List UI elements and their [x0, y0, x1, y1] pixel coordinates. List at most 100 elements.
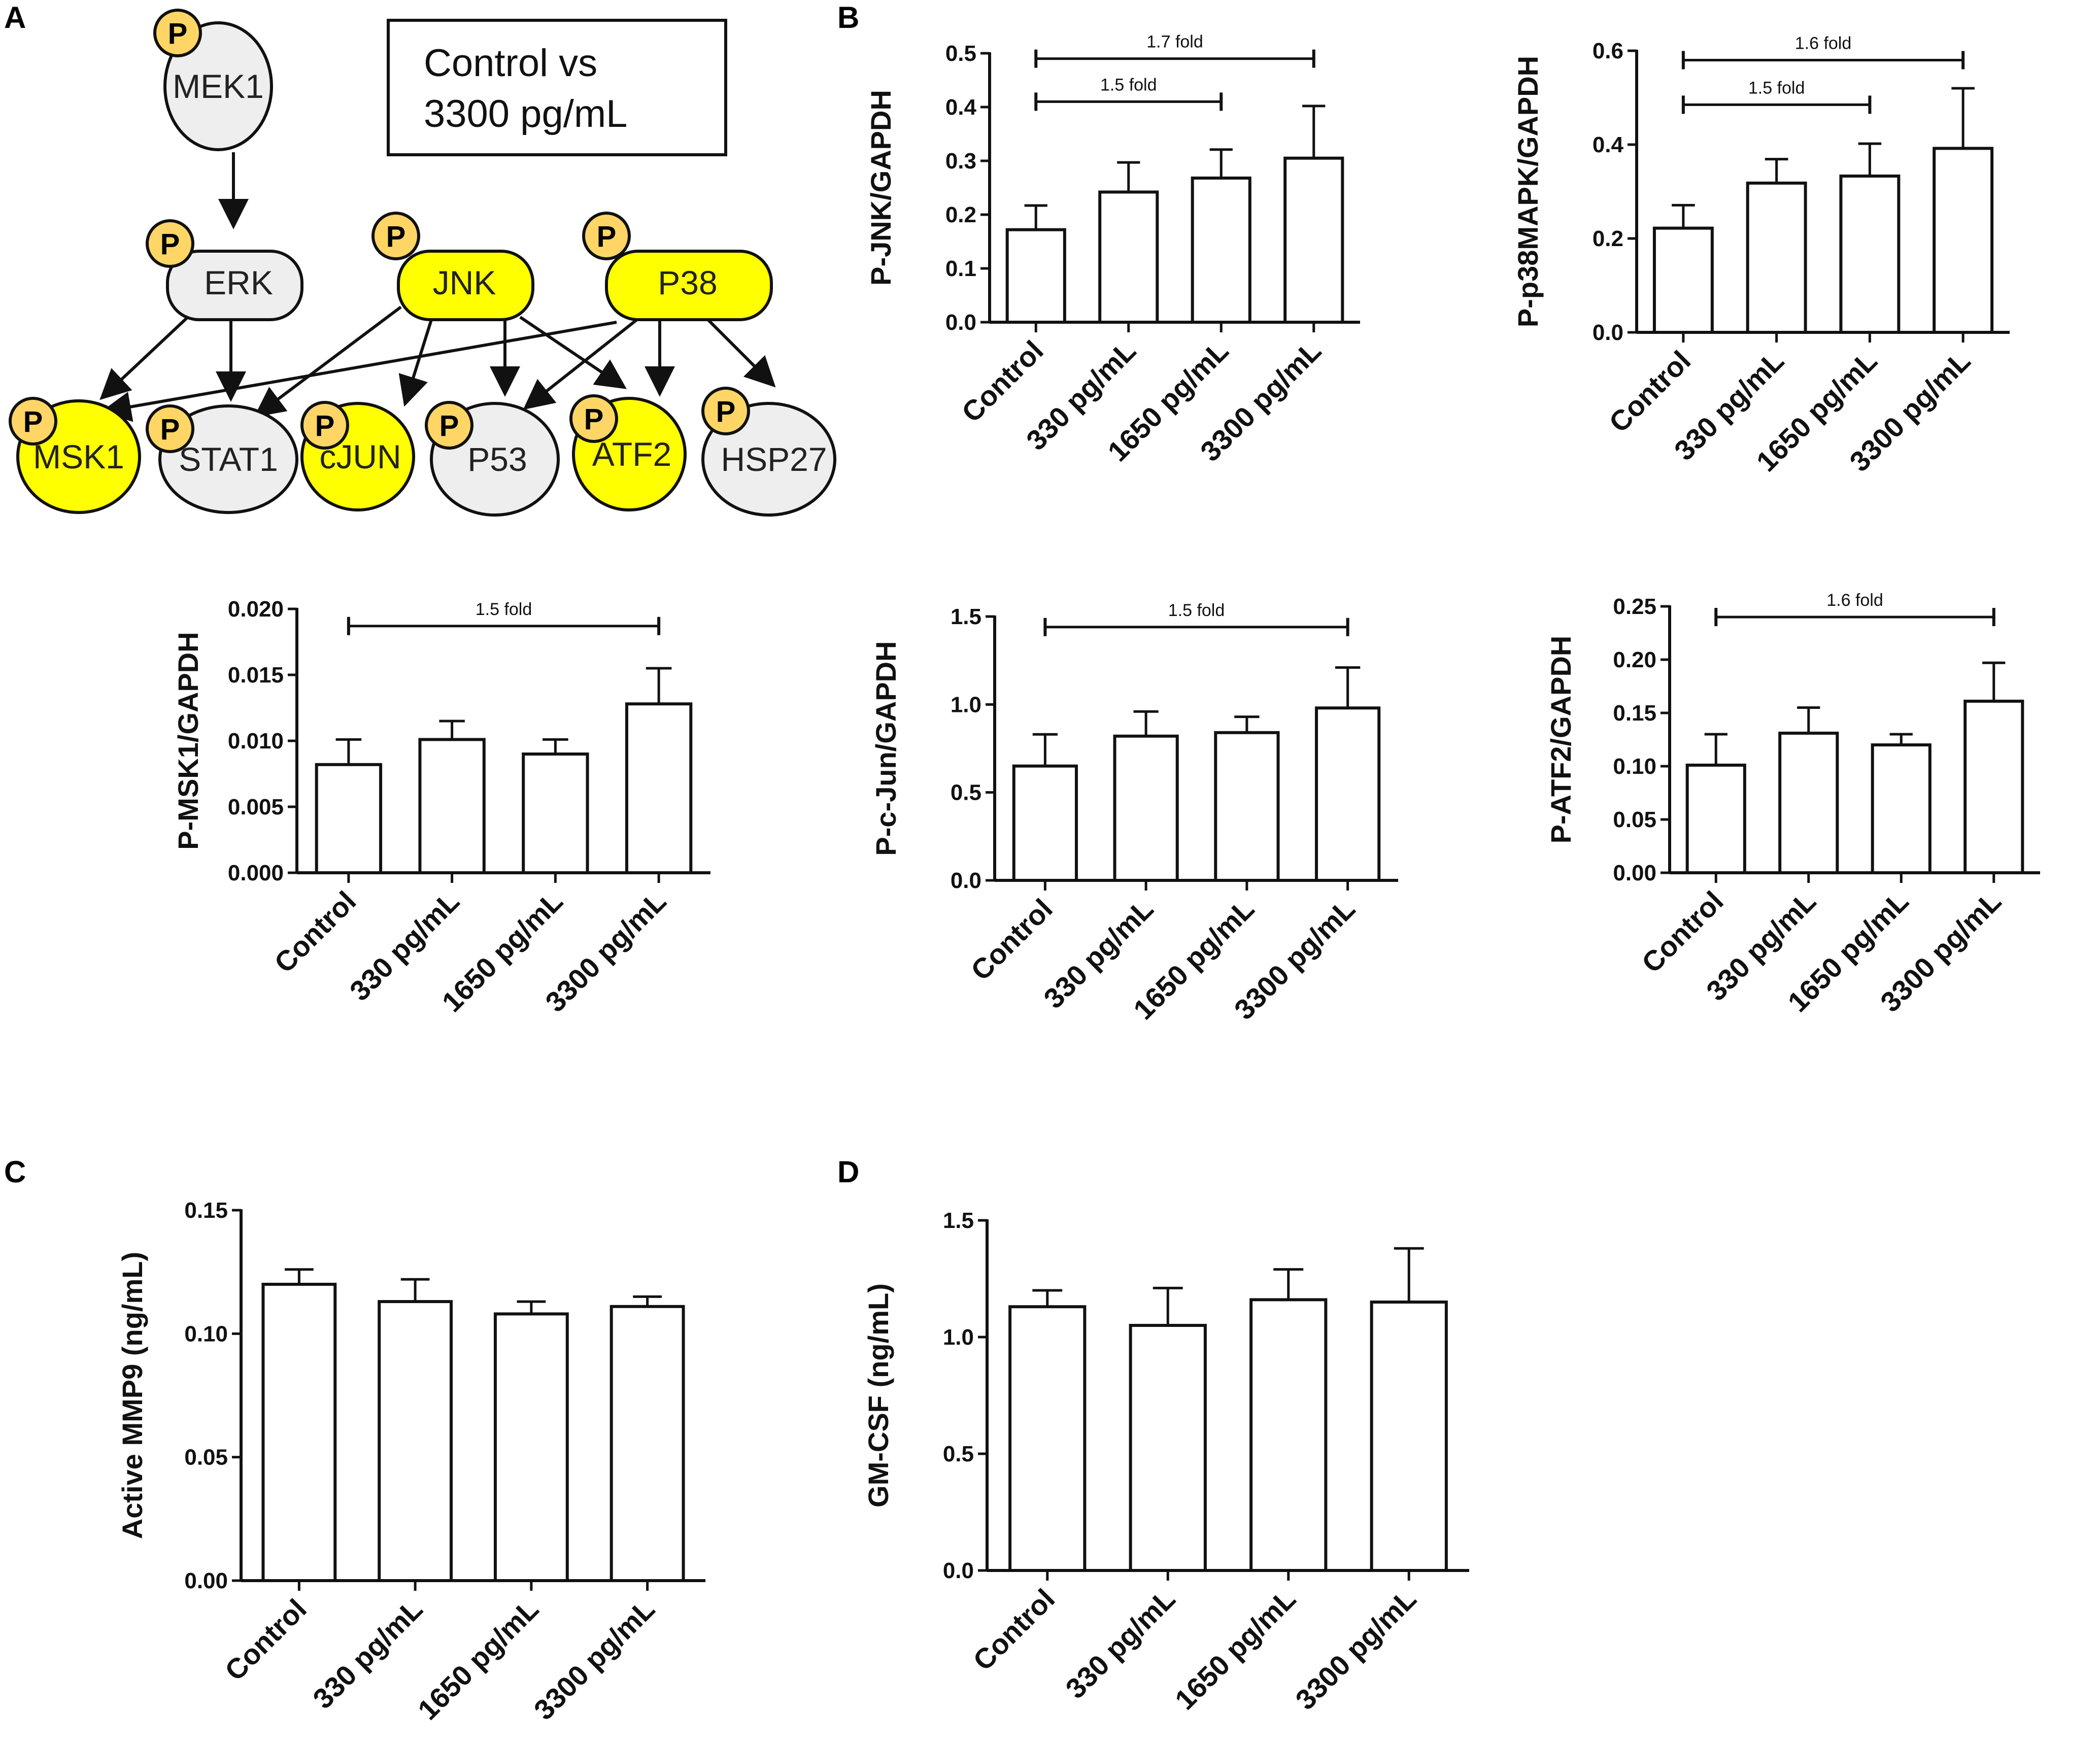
bar-330-pg-ml — [1778, 731, 1839, 875]
y-tick-label: 0.0 — [951, 868, 981, 893]
bar-control — [261, 1283, 337, 1582]
bar-1650-pg-ml — [522, 753, 589, 874]
y-tick-label: 0.2 — [945, 202, 976, 227]
y-tick-label: 0.10 — [184, 1321, 228, 1346]
bar-3300-pg-ml — [1933, 147, 1994, 334]
category-label-330-pg-ml: 330 pg/mL — [307, 1593, 428, 1715]
y-tick-label: 1.0 — [943, 1325, 974, 1350]
bar-1650-pg-ml — [1214, 731, 1280, 882]
phospho-icon — [300, 401, 349, 450]
y-tick-label: 0.000 — [228, 861, 284, 885]
phospho-label: P — [716, 395, 736, 428]
node-mek1: MEK1 P — [153, 9, 273, 151]
node-jnk-label: JNK — [433, 264, 496, 301]
phospho-icon — [569, 394, 618, 443]
category-label-control: Control — [1603, 345, 1697, 438]
node-stat1: STAT1 P — [146, 404, 298, 514]
y-tick-label: 0.00 — [184, 1568, 228, 1593]
phospho-icon — [9, 397, 57, 446]
bar-control — [1012, 764, 1078, 882]
y-tick-label: 0.0 — [943, 1558, 974, 1583]
bar-1650-pg-ml — [1871, 743, 1932, 874]
y-tick-label: 0.20 — [1613, 647, 1656, 672]
bar-1650-pg-ml — [1191, 176, 1251, 324]
chart-active-mmp9: 0.00 0.05 0.10 0.15 Active MMP9 (ng/mL) Contr… — [116, 1198, 705, 1726]
node-p53-label: P53 — [467, 440, 527, 478]
phospho-label: P — [160, 413, 180, 446]
y-tick-label: 1.5 — [951, 604, 981, 629]
arrow-jnk-atf2 — [519, 316, 627, 389]
y-tick-label: 0.5 — [951, 780, 981, 805]
bar-330-pg-ml — [418, 738, 486, 875]
bar-control — [1652, 226, 1714, 334]
node-p53: P53 P — [425, 401, 560, 517]
fold-change-label: 1.5 fold — [476, 600, 532, 619]
bar-3300-pg-ml — [1315, 706, 1381, 882]
y-tick-label: 1.0 — [951, 692, 981, 717]
node-p38-label: P38 — [658, 264, 717, 301]
node-hsp27: HSP27 P — [701, 387, 836, 517]
phospho-icon — [146, 404, 194, 453]
node-jnk-shape — [397, 250, 534, 321]
node-stat1-label: STAT1 — [179, 440, 278, 478]
bar-1650-pg-ml — [1839, 174, 1901, 334]
y-tick-label: 0.15 — [184, 1198, 228, 1223]
y-tick-label: 0.10 — [1613, 754, 1656, 779]
y-axis-label: Active MMP9 (ng/mL) — [116, 1252, 148, 1539]
y-tick-label: 0.05 — [184, 1445, 228, 1470]
chart-p-msk1: 0.000 0.005 0.010 0.015 0.020 P-MSK1/GAPDH Con… — [172, 597, 710, 1018]
arrow-p38-msk1 — [100, 321, 617, 422]
bar-330-pg-ml — [1113, 734, 1179, 882]
pathway-arrows — [99, 152, 776, 422]
panel-label-a: A — [4, 1, 26, 35]
arrow-jnk-cjun — [398, 319, 433, 407]
node-msk1: MSK1 P — [9, 397, 141, 514]
comparison-line-2: 3300 pg/mL — [424, 92, 627, 135]
y-tick-label: 0.4 — [1593, 132, 1624, 157]
phospho-icon — [425, 401, 473, 450]
bar-330-pg-ml — [1129, 1324, 1207, 1572]
phospho-label: P — [160, 228, 180, 261]
y-tick-label: 0.005 — [228, 795, 284, 819]
bar-control — [1005, 228, 1066, 324]
y-tick-label: 0.00 — [1613, 861, 1656, 885]
node-erk-label: ERK — [204, 264, 273, 301]
node-p38-shape — [605, 250, 773, 321]
y-axis-label: P-JNK/GAPDH — [865, 90, 897, 286]
y-tick-label: 0.5 — [945, 41, 976, 66]
y-tick-label: 0.015 — [228, 663, 284, 688]
fold-change-label: 1.5 fold — [1168, 601, 1225, 620]
comparison-line-1: Control vs — [424, 42, 597, 85]
category-label-control: Control — [965, 893, 1059, 986]
y-axis-label: P-c-Jun/GAPDH — [870, 641, 902, 856]
node-p38: P38 P — [582, 212, 773, 321]
panel-label-b: B — [837, 1, 860, 35]
node-msk1-label: MSK1 — [33, 438, 124, 475]
node-atf2-label: ATF2 — [592, 435, 671, 473]
y-tick-label: 0.5 — [943, 1442, 974, 1466]
fold-change-label: 1.5 fold — [1748, 78, 1805, 97]
y-tick-label: 0.0 — [1593, 320, 1623, 345]
y-tick-label: 0.0 — [945, 310, 976, 335]
phospho-label: P — [168, 17, 188, 50]
comparison-box — [387, 19, 727, 156]
phospho-icon — [153, 9, 202, 57]
bar-control — [315, 763, 383, 875]
category-label-control: Control — [967, 1583, 1061, 1677]
pathway-diagram: Control vs 3300 pg/mL MEK1 P ERK P JNK P… — [9, 9, 836, 517]
chart-p-atf2: 0.00 0.05 0.10 0.15 0.20 0.25 P-ATF2/GAPDH Cont… — [1545, 591, 2040, 1018]
bar-control — [1685, 763, 1746, 875]
y-tick-label: 0.25 — [1613, 594, 1656, 619]
category-label-control: Control — [955, 334, 1049, 428]
y-tick-label: 0.2 — [1593, 226, 1623, 251]
fold-change-label: 1.6 fold — [1795, 34, 1852, 53]
y-axis-label: P-MSK1/GAPDH — [172, 632, 204, 849]
panel-label-c: C — [4, 1155, 26, 1189]
arrow-jnk-stat1 — [254, 305, 402, 418]
bar-control — [1008, 1305, 1087, 1572]
chart-p-jnk: 0.00.10.20.30.40.5P-JNK/GAPDHControl330 … — [865, 32, 1360, 467]
bar-330-pg-ml — [1098, 190, 1159, 324]
